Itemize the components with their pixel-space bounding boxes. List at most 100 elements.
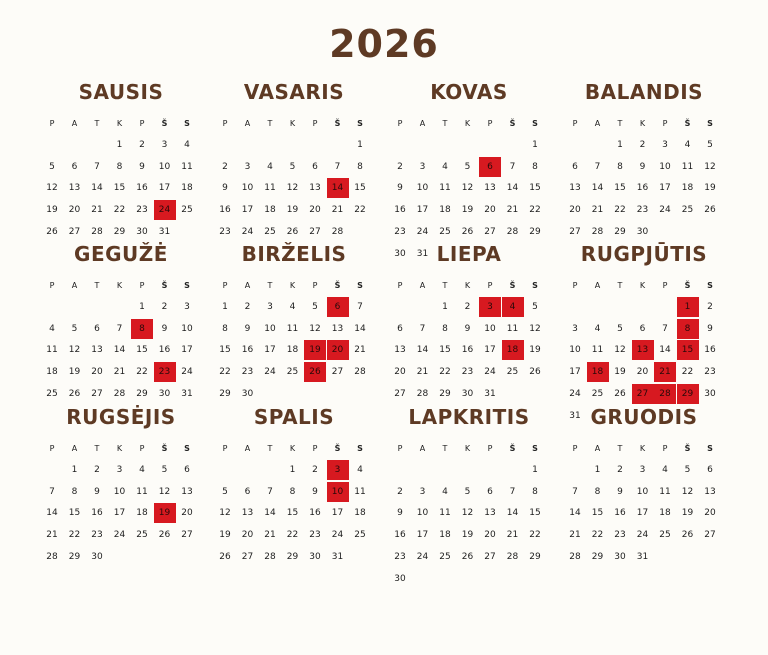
day-cell: 13 [91,345,103,356]
day-cell: 28 [264,551,276,562]
weekday-header: A [71,281,78,290]
day-cell: 12 [68,345,81,356]
day-cell: 9 [617,486,623,497]
day-cell: 31 [158,226,171,237]
day-cell: 5 [289,161,296,172]
day-cell: 5 [707,140,713,150]
day-cell: 16 [136,183,148,194]
day-cell: 26 [704,205,716,216]
day-cell: 25 [354,530,366,541]
day-cell: 17 [158,183,171,194]
day-cell-highlighted: 18 [586,362,609,383]
day-cell: 22 [219,367,231,378]
day-cell: 29 [591,551,604,562]
day-cell: 30 [91,551,103,562]
day-cell: 3 [419,486,426,497]
day-cell: 14 [659,345,671,356]
day-cell-highlighted: 27 [631,383,654,404]
weekday-header: P [49,444,55,453]
weekday-header: P [572,119,578,128]
day-cell: 16 [704,345,716,356]
day-cell: 21 [91,205,103,216]
day-cell: 8 [594,486,601,497]
day-cell: 9 [244,323,251,334]
day-cell-highlighted: 19 [153,503,176,524]
weekday-header: P [139,119,145,128]
day-cell: 30 [704,388,716,399]
day-cell: 10 [416,183,429,194]
day-cell-highlighted: 19 [304,340,326,361]
weekday-header: K [116,119,123,128]
day-cell: 28 [506,226,519,237]
day-cell: 11 [46,345,58,356]
day-cell: 7 [662,323,668,334]
day-cell: 10 [241,183,254,194]
month-1: VASARIS P A T K P Š S 1 2 3 4 5 6 7 8 9 10 11 12 13 14 15 16 17 1… [214,80,374,255]
weekday-header: S [707,119,713,128]
weekday-header: P [312,444,318,453]
day-cell: 23 [136,205,148,216]
weekday-header: S [532,444,538,453]
day-cell: 2 [639,140,646,150]
day-cell: 5 [222,486,228,497]
day-cell: 17 [484,345,496,356]
day-cell: 8 [617,161,623,172]
month-name: GRUODIS [590,405,698,429]
weekday-header: P [572,281,578,290]
day-cell: 31 [331,551,344,562]
weekday-header: Š [334,119,341,128]
weekday-header: S [532,119,538,128]
day-cell: 1 [594,465,601,475]
day-cell: 29 [286,551,299,562]
day-cell: 6 [184,465,190,475]
weekday-header: A [594,119,601,128]
day-cell: 12 [461,508,474,519]
day-cell: 3 [184,302,190,312]
day-cell: 12 [46,183,58,194]
day-cell: 19 [461,530,474,541]
day-cell: 20 [309,205,321,216]
day-cell: 15 [286,508,299,519]
day-cell: 8 [116,161,123,172]
day-cell: 9 [312,486,318,497]
day-cell: 27 [309,226,321,237]
weekday-header: P [572,444,578,453]
day-cell: 10 [636,486,649,497]
day-cell: 6 [487,486,493,497]
weekday-header: Š [334,281,341,290]
day-cell: 11 [506,323,519,334]
day-cell: 3 [639,465,646,475]
month-11: GRUODIS P A T K P Š S 1 2 3 4 5 6 7 8 9 10 11 12 13 14 15 16 17 1… [564,405,724,580]
day-cell: 18 [264,205,276,216]
day-cell: 19 [68,367,81,378]
day-cell: 23 [91,530,103,541]
weekday-header: K [289,281,296,290]
day-cell: 24 [113,530,126,541]
day-cell: 10 [484,323,496,334]
day-cell: 18 [681,183,694,194]
day-cell: 6 [244,486,251,497]
day-cell: 13 [569,183,581,194]
day-cell: 8 [532,486,538,497]
month-name: SAUSIS [78,80,164,104]
day-cell: 7 [594,161,601,172]
day-cell: 17 [331,508,344,519]
day-cell: 16 [219,205,231,216]
day-cell: 4 [442,161,448,172]
day-cell: 16 [309,508,321,519]
day-cell: 22 [68,530,81,541]
day-cell: 25 [286,367,299,378]
day-cell: 23 [704,367,716,378]
day-cell: 24 [241,226,254,237]
day-cell: 12 [529,323,541,334]
day-cell: 25 [681,205,694,216]
day-cell: 22 [529,205,541,216]
day-cell: 11 [439,183,451,194]
day-cell: 21 [354,345,366,356]
day-cell: 21 [46,530,58,541]
weekday-header: K [639,119,646,128]
day-cell: 23 [394,226,406,237]
weekday-header: S [707,281,713,290]
weekday-header: Š [334,444,341,453]
day-cell: 26 [614,388,626,399]
